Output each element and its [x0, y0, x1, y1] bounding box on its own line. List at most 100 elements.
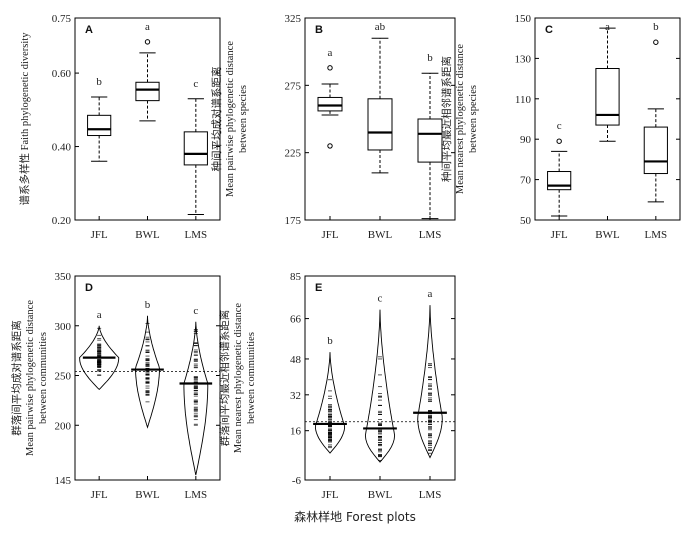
- y-tick-label: 0.40: [52, 142, 72, 154]
- y-axis-title-line: between species: [468, 85, 479, 153]
- y-tick-label: 300: [55, 321, 72, 333]
- box-iqr: [135, 81, 160, 102]
- x-tick-label: BWL: [595, 229, 620, 241]
- significance-letter: a: [97, 309, 102, 321]
- significance-letter: b: [653, 21, 659, 33]
- y-axis-title-line: 群落间平均最近相邻谱系距离: [218, 310, 231, 447]
- x-tick-label: JFL: [91, 229, 108, 241]
- y-tick-label: 0.75: [52, 13, 72, 25]
- significance-letter: c: [557, 120, 562, 132]
- x-axis-title: 森林样地 Forest plots: [294, 509, 416, 524]
- x-tick-label: LMS: [185, 229, 208, 241]
- x-tick-label: LMS: [185, 489, 208, 501]
- box-bwl: a: [595, 21, 620, 142]
- box-jfl: c: [547, 120, 572, 217]
- significance-letter: b: [427, 52, 433, 64]
- y-tick-label: 225: [285, 148, 302, 160]
- panel-d: D 145 200 250 300 350 JFL BWL LMS 群落间平均成对谱系距离 Mean…: [10, 271, 221, 501]
- significance-letter: b: [96, 76, 102, 88]
- violin-lms: c: [179, 305, 213, 476]
- box-iqr: [317, 96, 343, 112]
- y-axis-title-line: 种间平均成对谱系距离: [210, 67, 223, 172]
- y-tick-label: 0.60: [52, 68, 72, 80]
- significance-letter: c: [193, 78, 198, 90]
- outlier-point: [327, 65, 333, 71]
- significance-letter: c: [193, 305, 198, 317]
- box-iqr: [643, 126, 668, 175]
- violin-jfl: a: [79, 309, 120, 391]
- outlier-point: [144, 39, 151, 45]
- y-tick-label: 150: [515, 13, 532, 25]
- y-axis-title-line: Mean nearest phylogenetic distance: [233, 303, 244, 453]
- violin-outline: [183, 321, 209, 476]
- box-jfl: a: [317, 47, 343, 149]
- significance-letter: a: [145, 21, 150, 33]
- y-tick-label: 130: [515, 53, 532, 65]
- violin-bwl: b: [131, 299, 164, 429]
- violin-bwl: c: [363, 293, 397, 463]
- box-bwl: ab: [367, 21, 393, 174]
- outlier-point: [327, 143, 333, 149]
- violin-outline: [314, 352, 346, 454]
- significance-letter: b: [145, 299, 151, 311]
- x-tick-label: BWL: [135, 489, 160, 501]
- x-tick-label: JFL: [91, 489, 108, 501]
- box-iqr: [417, 118, 443, 163]
- x-tick-label: JFL: [551, 229, 568, 241]
- panel-label: D: [85, 282, 93, 294]
- significance-letter: a: [428, 288, 433, 300]
- y-axis-title-line: 群落间平均成对谱系距离: [10, 320, 23, 436]
- panel-c: C 50 70 90 110 130 150 JFL BWL LMS 种间平均最近相邻谱系距离 Mea…: [440, 13, 681, 241]
- panel-b: B 175 225 275 325 JFL BWL LMS 种间平均成对谱系距离 Mean pai…: [210, 13, 456, 241]
- box-lms: b: [417, 52, 443, 220]
- outlier-point: [653, 39, 659, 45]
- significance-letter: b: [327, 335, 333, 347]
- y-axis-title-line: between communities: [38, 332, 49, 424]
- violin-outline: [79, 325, 120, 391]
- panel-a: A 0.20 0.40 0.60 0.75 JFL BWL LMS 谱系多样性 Faith ph…: [18, 13, 221, 241]
- y-axis-title-line: 谱系多样性 Faith phylogenetic diversity: [18, 32, 31, 206]
- violin-lms: a: [413, 288, 447, 459]
- panel-label: A: [85, 24, 93, 36]
- violin-outline: [417, 305, 443, 459]
- y-tick-label: 70: [520, 175, 532, 187]
- y-tick-label: 110: [515, 94, 532, 106]
- significance-letter: a: [605, 21, 610, 33]
- y-tick-label: 90: [520, 134, 532, 146]
- x-tick-label: BWL: [135, 229, 160, 241]
- y-tick-label: 145: [55, 475, 72, 487]
- y-tick-label: 48: [290, 354, 302, 366]
- y-axis-title-line: Mean pairwise phylogenetic distance: [225, 41, 236, 197]
- y-tick-label: 50: [520, 215, 532, 227]
- y-axis-title-line: Mean pairwise phylogenetic distance: [25, 300, 36, 456]
- x-tick-label: BWL: [368, 229, 393, 241]
- violin-jfl: b: [313, 335, 347, 454]
- y-tick-label: 200: [55, 420, 72, 432]
- y-tick-label: 85: [290, 271, 302, 283]
- box-jfl: b: [87, 76, 112, 162]
- y-axis-title-line: Mean nearest phylogenetic distance: [455, 44, 466, 194]
- panels: A 0.20 0.40 0.60 0.75 JFL BWL LMS 谱系多样性 Faith ph…: [10, 13, 681, 501]
- panel-e: E -6 16 32 48 66 85 JFL BWL LMS 群落间平均最近相邻谱系距离 Mean …: [218, 271, 456, 501]
- significance-letter: a: [328, 47, 333, 59]
- box-iqr: [87, 114, 112, 137]
- panel-label: B: [315, 24, 323, 36]
- box-lms: c: [183, 78, 208, 215]
- panel-label: E: [315, 282, 322, 294]
- panel-label: C: [545, 24, 553, 36]
- violin-outline: [135, 315, 160, 429]
- y-tick-label: 325: [285, 13, 302, 25]
- y-tick-label: 275: [285, 80, 302, 92]
- box-iqr: [595, 68, 620, 126]
- x-tick-label: LMS: [419, 229, 442, 241]
- y-tick-label: 16: [290, 426, 302, 438]
- box-bwl: a: [135, 21, 160, 122]
- y-tick-label: -6: [292, 475, 302, 487]
- x-tick-label: JFL: [321, 229, 338, 241]
- y-tick-label: 0.20: [52, 215, 72, 227]
- y-tick-label: 350: [55, 271, 72, 283]
- box-iqr: [367, 98, 393, 151]
- y-axis-title-line: between communities: [246, 332, 257, 424]
- box-iqr: [547, 171, 572, 191]
- significance-letter: ab: [375, 21, 386, 33]
